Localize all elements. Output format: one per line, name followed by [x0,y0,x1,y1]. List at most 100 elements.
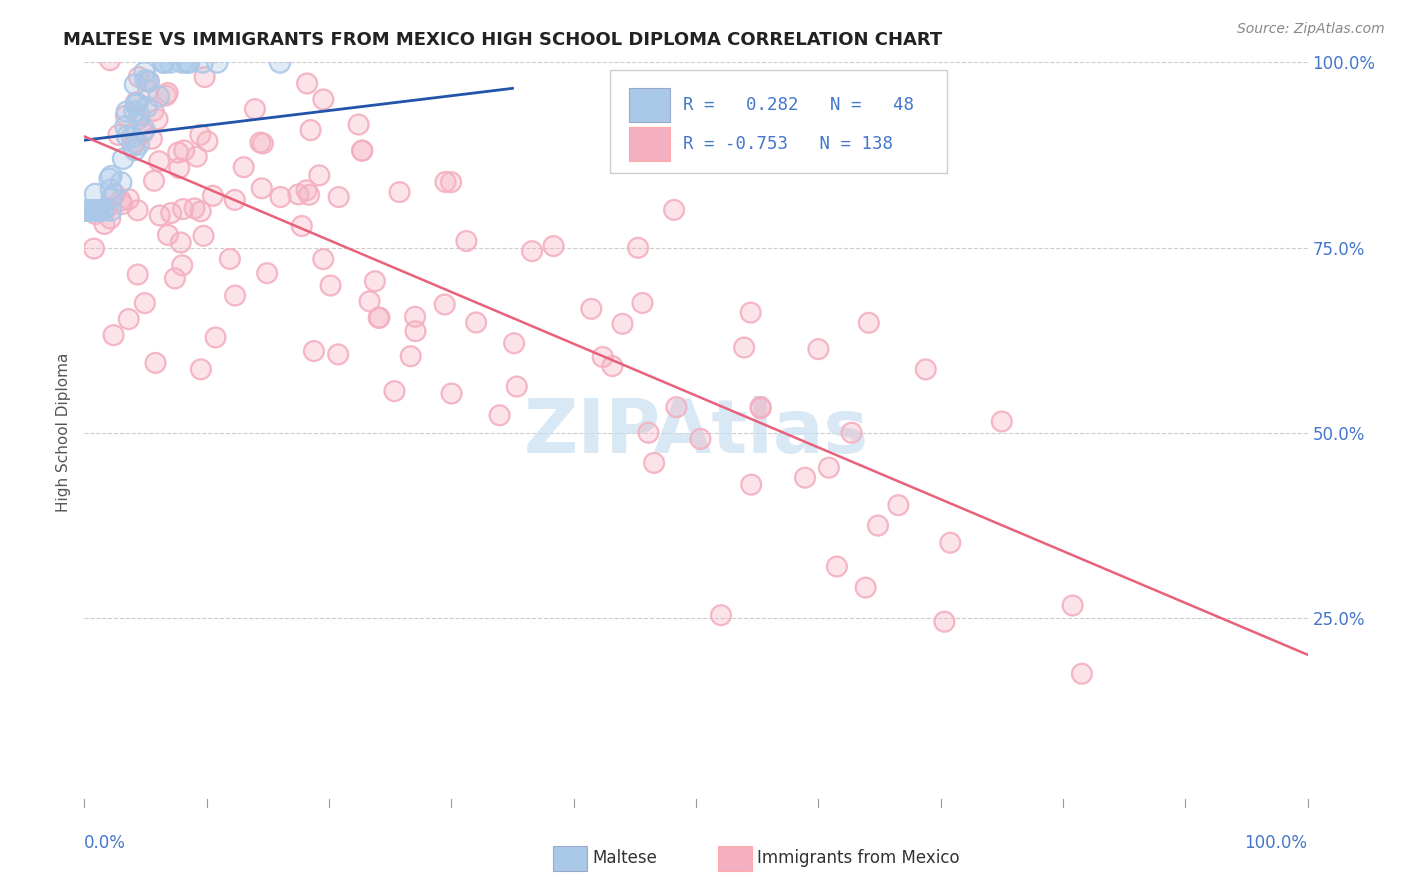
Point [841,425,863,440]
Point [83,203,105,218]
Point [146,112,169,127]
Point [367,310,389,325]
Point [405,324,427,338]
Point [224,40,246,54]
Point [156,227,179,242]
Point [193,228,215,243]
Point [190,204,212,219]
Point [749,401,772,416]
Point [156,227,179,242]
Point [84,203,107,218]
Point [733,341,755,355]
Point [118,192,141,206]
Text: MALTESE VS IMMIGRANTS FROM MEXICO HIGH SCHOOL DIPLOMA CORRELATION CHART: MALTESE VS IMMIGRANTS FROM MEXICO HIGH S… [63,31,942,49]
Point [934,615,956,629]
Point [183,202,205,216]
Point [110,194,132,208]
Point [124,104,146,119]
Point [219,252,242,266]
Point [328,347,350,361]
Point [134,122,156,136]
Point [91,40,114,54]
Point [110,176,132,190]
Point [107,40,129,54]
Point [250,181,273,195]
Point [176,55,198,70]
Point [328,347,350,361]
Point [295,77,318,91]
Point [125,95,148,110]
Point [186,150,208,164]
Point [107,128,129,142]
Point [107,128,129,142]
Point [287,187,309,202]
Point [190,362,212,376]
Point [128,112,150,126]
Point [295,77,318,91]
Point [612,317,634,331]
Point [98,53,121,67]
Point [79,203,101,218]
Point [170,55,193,70]
Point [153,55,176,70]
Point [204,330,226,344]
Point [207,55,229,70]
Text: 100.0%: 100.0% [1244,834,1308,852]
Point [134,296,156,310]
Point [190,204,212,219]
Point [520,244,543,259]
Point [302,344,325,359]
FancyBboxPatch shape [610,70,946,173]
Point [179,55,201,70]
Point [287,187,309,202]
Point [291,219,314,233]
Point [152,55,174,70]
Point [141,132,163,146]
Point [148,89,170,103]
Point [100,183,122,197]
Point [170,55,193,70]
Point [91,40,114,54]
Point [138,74,160,88]
Point [110,194,132,208]
Point [98,171,121,186]
Point [163,271,186,285]
Point [134,122,156,136]
Point [105,40,128,54]
Point [404,310,426,324]
Point [183,202,205,216]
Point [96,201,118,215]
Point [232,160,254,174]
Point [135,73,157,87]
Point [179,55,201,70]
Point [83,203,105,218]
Point [148,154,170,169]
Point [818,460,841,475]
Point [148,154,170,169]
Point [105,40,128,54]
Point [440,386,463,401]
Point [125,97,148,112]
Point [125,136,148,150]
Point [89,203,111,218]
Point [172,202,194,216]
Point [602,359,624,373]
Point [160,206,183,220]
Point [543,239,565,253]
Point [733,341,755,355]
Point [433,297,456,311]
Point [433,297,456,311]
Point [115,109,138,123]
Point [124,143,146,157]
Point [112,152,135,166]
Point [543,239,565,253]
Point [127,268,149,282]
Point [520,244,543,259]
Point [367,310,389,325]
Point [581,301,603,316]
Point [399,349,422,363]
Point [128,109,150,123]
Point [167,161,190,175]
Point [204,330,226,344]
Point [224,193,246,207]
